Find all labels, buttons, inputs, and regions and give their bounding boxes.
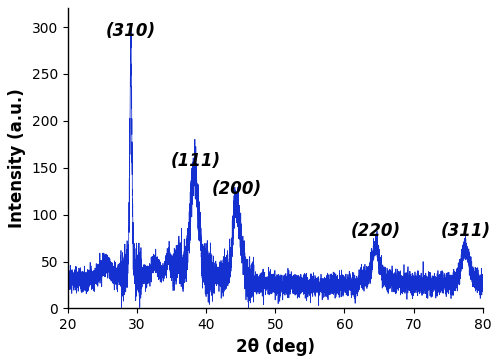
Text: (111): (111) <box>171 152 221 170</box>
Y-axis label: Intensity (a.u.): Intensity (a.u.) <box>8 88 26 228</box>
Text: (220): (220) <box>350 222 401 240</box>
Text: (310): (310) <box>106 22 156 40</box>
Text: (200): (200) <box>212 180 262 198</box>
Text: (311): (311) <box>440 222 490 240</box>
X-axis label: 2θ (deg): 2θ (deg) <box>236 338 315 356</box>
